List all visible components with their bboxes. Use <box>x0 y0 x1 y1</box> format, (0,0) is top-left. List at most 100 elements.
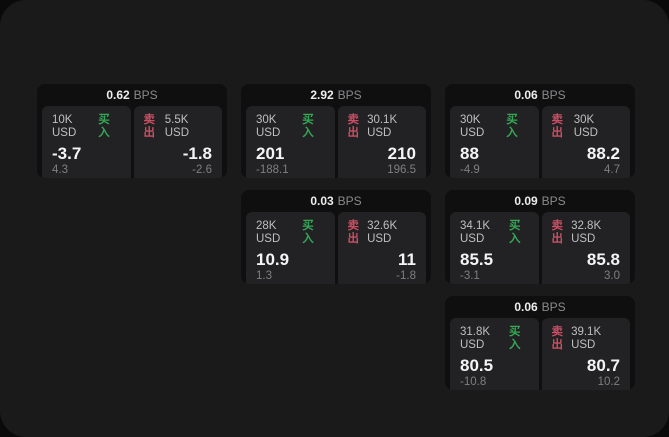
sell-panel-header: 卖出 5.5K USD <box>144 114 213 140</box>
buy-side-label: 买入 <box>508 220 521 245</box>
buy-size-label: 31.8K USD <box>460 326 491 351</box>
buy-price: 85.5 <box>460 250 494 269</box>
buy-side-label: 买入 <box>508 326 521 351</box>
buy-quote-panel[interactable]: 30K USD 买入 201 -188.1 <box>246 106 335 178</box>
bps-value: 0.06 <box>514 300 538 314</box>
sell-side-label: 卖出 <box>143 114 156 139</box>
card-body: 30K USD 买入 88 -4.9 卖出 30K USD 88.2 4.7 <box>445 106 635 178</box>
buy-quote-panel[interactable]: 30K USD 买入 88 -4.9 <box>450 106 539 178</box>
card-body: 30K USD 买入 201 -188.1 卖出 30.1K USD 210 1… <box>241 106 431 178</box>
buy-quote-panel[interactable]: 28K USD 买入 10.9 1.3 <box>246 212 335 284</box>
buy-size-label: 28K USD <box>256 220 281 245</box>
buy-panel-header: 10K USD 买入 <box>52 114 121 140</box>
sell-size-label: 5.5K USD <box>164 114 190 139</box>
card-header: 2.92 BPS <box>241 84 431 106</box>
buy-size-label: 30K USD <box>460 114 485 139</box>
card-header: 0.06 BPS <box>445 296 635 318</box>
buy-price: -3.7 <box>52 144 82 163</box>
buy-sub-value: 1.3 <box>256 270 272 282</box>
sell-sub-value: 3.0 <box>604 270 620 282</box>
buy-sub-value: -3.1 <box>460 270 480 282</box>
buy-sub-value: 4.3 <box>52 164 68 176</box>
sell-side-label: 卖出 <box>347 114 360 139</box>
sell-sub-value: -2.6 <box>192 164 212 176</box>
sell-size-label: 32.6K USD <box>367 220 398 245</box>
buy-panel-header: 28K USD 买入 <box>256 220 325 246</box>
card-header: 0.09 BPS <box>445 190 635 212</box>
buy-price: 88 <box>460 144 479 163</box>
card-header: 0.06 BPS <box>445 84 635 106</box>
buy-size-label: 10K USD <box>52 114 77 139</box>
sell-size-label: 30.1K USD <box>367 114 398 139</box>
sell-panel-header: 卖出 30.1K USD <box>348 114 417 140</box>
buy-size-label: 34.1K USD <box>460 220 491 245</box>
bps-unit-label: BPS <box>337 194 362 208</box>
card-body: 10K USD 买入 -3.7 4.3 卖出 5.5K USD -1.8 -2.… <box>37 106 227 178</box>
buy-quote-panel[interactable]: 34.1K USD 买入 85.5 -3.1 <box>450 212 539 284</box>
buy-panel-header: 31.8K USD 买入 <box>460 326 529 352</box>
sell-quote-panel[interactable]: 卖出 32.6K USD 11 -1.8 <box>337 212 426 284</box>
sell-quote-panel[interactable]: 卖出 30.1K USD 210 196.5 <box>337 106 426 178</box>
sell-size-label: 39.1K USD <box>571 326 602 351</box>
sell-price: 88.2 <box>586 144 620 163</box>
quote-card: 0.62 BPS 10K USD 买入 -3.7 4.3 卖出 5.5K USD… <box>37 84 227 178</box>
sell-sub-value: 196.5 <box>387 164 416 176</box>
bps-value: 0.62 <box>106 88 130 102</box>
sell-price: 11 <box>398 250 416 269</box>
bps-unit-label: BPS <box>133 88 158 102</box>
quote-card: 0.06 BPS 31.8K USD 买入 80.5 -10.8 卖出 39.1… <box>445 296 635 390</box>
buy-price: 10.9 <box>256 250 290 269</box>
quote-card: 0.06 BPS 30K USD 买入 88 -4.9 卖出 30K USD 8… <box>445 84 635 178</box>
quote-card: 0.09 BPS 34.1K USD 买入 85.5 -3.1 卖出 32.8K… <box>445 190 635 284</box>
bps-unit-label: BPS <box>541 194 566 208</box>
buy-panel-header: 30K USD 买入 <box>460 114 529 140</box>
sell-size-label: 32.8K USD <box>571 220 602 245</box>
sell-panel-header: 卖出 30K USD <box>552 114 621 140</box>
sell-price: 80.7 <box>586 356 620 375</box>
sell-panel-header: 卖出 32.6K USD <box>348 220 417 246</box>
quote-cards-grid: 0.62 BPS 10K USD 买入 -3.7 4.3 卖出 5.5K USD… <box>37 84 635 390</box>
sell-price: 210 <box>387 144 416 163</box>
buy-quote-panel[interactable]: 10K USD 买入 -3.7 4.3 <box>42 106 131 178</box>
bps-unit-label: BPS <box>541 88 566 102</box>
sell-sub-value: 4.7 <box>604 164 620 176</box>
buy-price: 201 <box>256 144 285 163</box>
sell-panel-header: 卖出 39.1K USD <box>552 326 621 352</box>
sell-quote-panel[interactable]: 卖出 39.1K USD 80.7 10.2 <box>541 318 630 390</box>
sell-sub-value: 10.2 <box>597 376 620 388</box>
card-header: 0.03 BPS <box>241 190 431 212</box>
sell-sub-value: -1.8 <box>396 270 416 282</box>
sell-quote-panel[interactable]: 卖出 32.8K USD 85.8 3.0 <box>541 212 630 284</box>
buy-side-label: 买入 <box>302 220 314 245</box>
sell-panel-header: 卖出 32.8K USD <box>552 220 621 246</box>
buy-side-label: 买入 <box>98 114 110 139</box>
buy-sub-value: -4.9 <box>460 164 480 176</box>
sell-quote-panel[interactable]: 卖出 5.5K USD -1.8 -2.6 <box>133 106 222 178</box>
card-header: 0.62 BPS <box>37 84 227 106</box>
buy-side-label: 买入 <box>506 114 518 139</box>
buy-side-label: 买入 <box>302 114 314 139</box>
buy-size-label: 30K USD <box>256 114 281 139</box>
bps-value: 0.09 <box>514 194 538 208</box>
bps-value: 0.03 <box>310 194 334 208</box>
buy-panel-header: 30K USD 买入 <box>256 114 325 140</box>
sell-price: -1.8 <box>182 144 212 163</box>
sell-side-label: 卖出 <box>551 114 564 139</box>
card-body: 31.8K USD 买入 80.5 -10.8 卖出 39.1K USD 80.… <box>445 318 635 390</box>
quote-card: 0.03 BPS 28K USD 买入 10.9 1.3 卖出 32.6K US… <box>241 190 431 284</box>
sell-side-label: 卖出 <box>551 220 564 245</box>
bps-unit-label: BPS <box>541 300 566 314</box>
bps-value: 2.92 <box>310 88 334 102</box>
sell-quote-panel[interactable]: 卖出 30K USD 88.2 4.7 <box>541 106 630 178</box>
buy-panel-header: 34.1K USD 买入 <box>460 220 529 246</box>
buy-quote-panel[interactable]: 31.8K USD 买入 80.5 -10.8 <box>450 318 539 390</box>
sell-size-label: 30K USD <box>573 114 598 139</box>
card-body: 34.1K USD 买入 85.5 -3.1 卖出 32.8K USD 85.8… <box>445 212 635 284</box>
bps-unit-label: BPS <box>337 88 362 102</box>
buy-sub-value: -188.1 <box>256 164 289 176</box>
sell-side-label: 卖出 <box>347 220 360 245</box>
bps-value: 0.06 <box>514 88 538 102</box>
buy-price: 80.5 <box>460 356 494 375</box>
sell-price: 85.8 <box>586 250 620 269</box>
